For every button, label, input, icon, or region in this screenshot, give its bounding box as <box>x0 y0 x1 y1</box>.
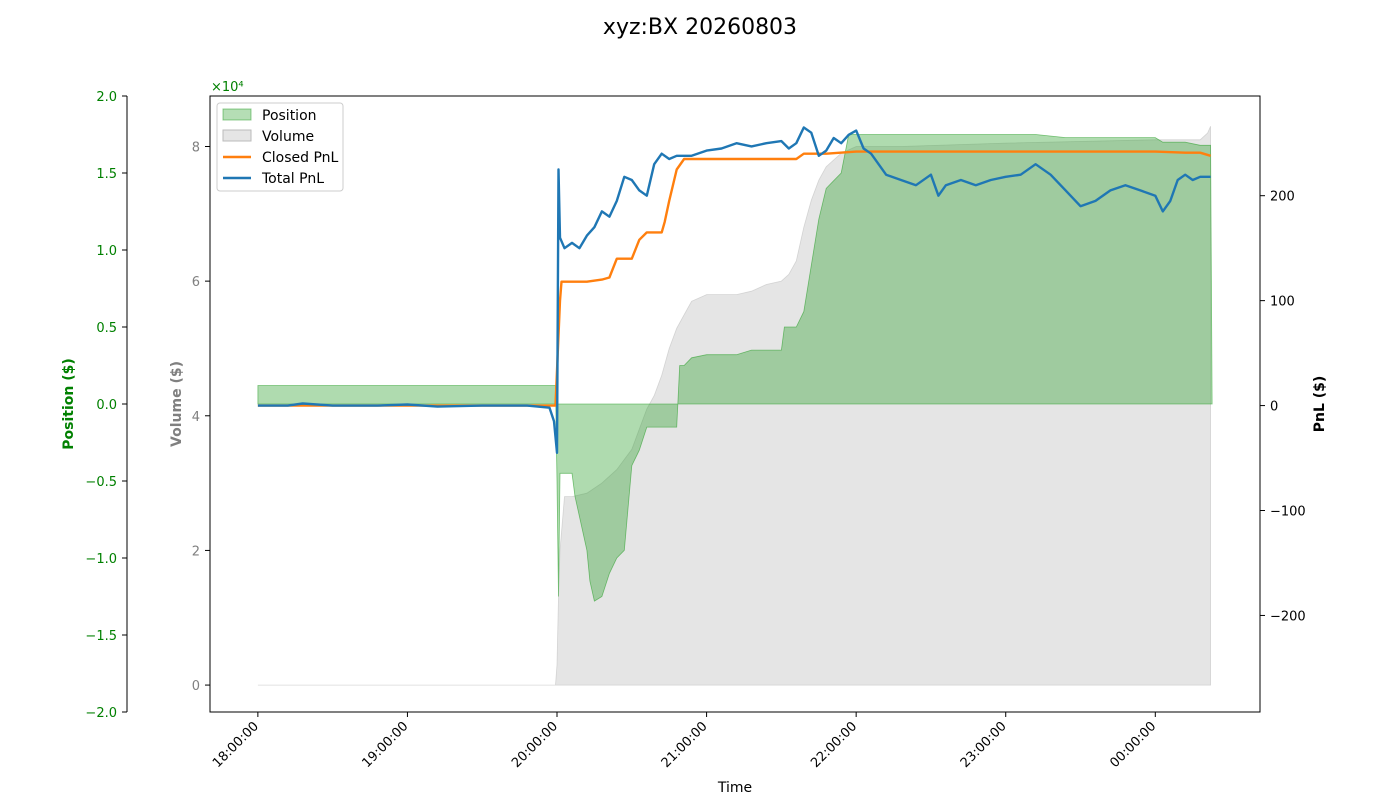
position-axis-tick-label: 1.0 <box>96 244 117 259</box>
legend: Position Volume Closed PnL Total PnL <box>216 102 344 192</box>
time-axis-tick-label: 21:00:00 <box>659 719 711 771</box>
position-axis-tick-label: 0.0 <box>96 398 117 413</box>
pnl-axis-tick-label: 200 <box>1270 190 1295 205</box>
position-area <box>257 134 1213 602</box>
pnl-axis: 200 100 0 −100 −200 <box>1260 190 1306 624</box>
closed-pnl-line <box>257 150 1211 407</box>
time-axis-tick-label: 20:00:00 <box>509 719 561 771</box>
volume-axis-tick-label: 2 <box>192 544 200 559</box>
time-axis: 18:00:00 19:00:00 20:00:00 21:00:00 22:00:00… <box>210 712 1159 771</box>
pnl-axis-tick-label: 0 <box>1270 400 1278 415</box>
position-axis-tick-label: 2.0 <box>96 90 117 105</box>
time-axis-tick-label: 00:00:00 <box>1107 719 1159 771</box>
x-axis-label: Time <box>717 780 752 796</box>
legend-label-position: Position <box>262 108 317 124</box>
legend-label-closed-pnl: Closed PnL <box>262 150 339 166</box>
time-axis-tick-label: 19:00:00 <box>360 719 412 771</box>
time-axis-tick-label: 18:00:00 <box>210 719 262 771</box>
volume-axis-tick-label: 8 <box>192 140 200 155</box>
volume-axis: 8 6 4 2 0 <box>192 140 210 694</box>
legend-label-total-pnl: Total PnL <box>261 171 324 187</box>
volume-area <box>257 126 1211 686</box>
plot-fills <box>257 126 1213 686</box>
position-axis-tick-label: 0.5 <box>96 321 117 336</box>
plot-frame <box>209 95 1261 713</box>
legend-label-volume: Volume <box>262 129 314 145</box>
time-axis-tick-label: 23:00:00 <box>958 719 1010 771</box>
position-axis-tick-label: −2.0 <box>85 706 117 721</box>
volume-axis-tick-label: 6 <box>192 275 200 290</box>
position-axis: 2.0 1.5 1.0 0.5 0.0 −0.5 −1.0 −1.5 −2.0 ×10⁴ <box>85 80 243 721</box>
legend-swatch-volume <box>222 129 252 142</box>
pnl-axis-tick-label: 100 <box>1270 295 1295 310</box>
position-axis-label: Position ($) <box>61 358 77 450</box>
legend-swatch-position <box>222 108 252 121</box>
pnl-axis-label: PnL ($) <box>1312 376 1328 433</box>
position-axis-multiplier: ×10⁴ <box>211 80 244 95</box>
position-axis-tick-label: −0.5 <box>85 475 117 490</box>
volume-axis-tick-label: 0 <box>192 679 200 694</box>
total-pnl-line <box>257 126 1211 454</box>
legend-box <box>216 102 344 192</box>
pnl-axis-tick-label: −100 <box>1270 505 1306 520</box>
position-axis-tick-label: −1.5 <box>85 629 117 644</box>
chart-title: xyz:BX 20260803 <box>603 15 797 40</box>
volume-axis-tick-label: 4 <box>192 410 200 425</box>
pnl-axis-tick-label: −200 <box>1270 609 1306 624</box>
volume-axis-label: Volume ($) <box>169 361 185 447</box>
plot-lines <box>257 126 1211 454</box>
position-axis-tick-label: −1.0 <box>85 552 117 567</box>
time-axis-tick-label: 22:00:00 <box>808 719 860 771</box>
position-axis-tick-label: 1.5 <box>96 167 117 182</box>
